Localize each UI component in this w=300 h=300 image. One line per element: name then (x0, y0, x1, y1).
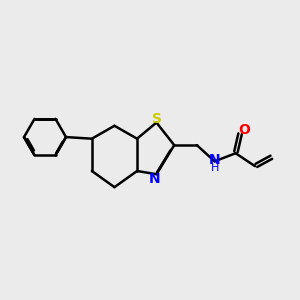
Text: N: N (209, 153, 220, 167)
Text: H: H (210, 164, 219, 173)
Text: S: S (152, 112, 162, 126)
Text: O: O (238, 123, 250, 136)
Text: N: N (149, 172, 161, 186)
